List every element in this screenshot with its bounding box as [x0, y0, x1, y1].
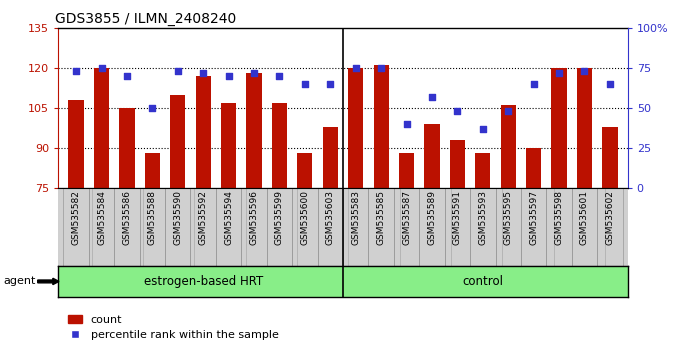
- Text: GSM535595: GSM535595: [504, 190, 512, 245]
- Text: estrogen-based HRT: estrogen-based HRT: [143, 275, 263, 288]
- Text: GSM535592: GSM535592: [199, 190, 208, 245]
- Bar: [521, 188, 546, 266]
- Bar: [119, 108, 134, 188]
- Bar: [445, 188, 470, 266]
- Bar: [373, 65, 389, 188]
- Bar: [577, 68, 592, 188]
- Bar: [221, 103, 236, 188]
- Bar: [63, 188, 88, 266]
- Bar: [94, 68, 109, 188]
- Point: [147, 105, 158, 111]
- Bar: [140, 188, 165, 266]
- Point: [604, 81, 615, 87]
- Point: [324, 81, 335, 87]
- Bar: [115, 188, 140, 266]
- Bar: [318, 188, 343, 266]
- Text: agent: agent: [3, 276, 36, 286]
- Bar: [571, 188, 598, 266]
- Text: GSM535585: GSM535585: [377, 190, 386, 245]
- Text: GSM535584: GSM535584: [97, 190, 106, 245]
- Point: [172, 69, 183, 74]
- Bar: [552, 68, 567, 188]
- Bar: [495, 188, 521, 266]
- Bar: [196, 76, 211, 188]
- Text: GSM535589: GSM535589: [427, 190, 436, 245]
- Bar: [241, 188, 267, 266]
- Bar: [343, 188, 368, 266]
- Point: [579, 69, 590, 74]
- Text: GSM535596: GSM535596: [250, 190, 259, 245]
- Point: [528, 81, 539, 87]
- Point: [503, 108, 514, 114]
- Text: control: control: [462, 275, 504, 288]
- Text: GSM535583: GSM535583: [351, 190, 360, 245]
- Text: GDS3855 / ILMN_2408240: GDS3855 / ILMN_2408240: [56, 12, 237, 26]
- Text: GSM535586: GSM535586: [122, 190, 132, 245]
- Text: GSM535600: GSM535600: [300, 190, 309, 245]
- Point: [427, 94, 438, 100]
- Text: GSM535590: GSM535590: [174, 190, 182, 245]
- Bar: [526, 148, 541, 188]
- Point: [96, 65, 107, 71]
- Legend: count, percentile rank within the sample: count, percentile rank within the sample: [64, 310, 283, 345]
- Text: GSM535598: GSM535598: [554, 190, 564, 245]
- Point: [351, 65, 362, 71]
- Bar: [348, 68, 364, 188]
- Bar: [69, 100, 84, 188]
- Bar: [602, 127, 617, 188]
- Bar: [368, 188, 394, 266]
- Point: [376, 65, 387, 71]
- Bar: [450, 140, 465, 188]
- Text: GSM535588: GSM535588: [148, 190, 157, 245]
- Point: [554, 70, 565, 76]
- Bar: [165, 188, 191, 266]
- Text: GSM535597: GSM535597: [529, 190, 538, 245]
- Bar: [267, 188, 292, 266]
- Bar: [216, 188, 241, 266]
- Text: GSM535591: GSM535591: [453, 190, 462, 245]
- Bar: [191, 188, 216, 266]
- Text: GSM535594: GSM535594: [224, 190, 233, 245]
- Text: GSM535593: GSM535593: [478, 190, 487, 245]
- Point: [223, 73, 234, 79]
- Bar: [394, 188, 419, 266]
- Bar: [246, 74, 261, 188]
- Text: GSM535599: GSM535599: [275, 190, 284, 245]
- Point: [71, 69, 82, 74]
- Bar: [546, 188, 571, 266]
- Bar: [399, 153, 414, 188]
- Bar: [297, 153, 313, 188]
- Point: [198, 70, 209, 76]
- Bar: [292, 188, 318, 266]
- Bar: [145, 153, 160, 188]
- Point: [248, 70, 259, 76]
- Point: [401, 121, 412, 127]
- Bar: [598, 188, 623, 266]
- Bar: [272, 103, 287, 188]
- Text: GSM535603: GSM535603: [326, 190, 335, 245]
- Point: [274, 73, 285, 79]
- Bar: [419, 188, 445, 266]
- Text: GSM535587: GSM535587: [402, 190, 411, 245]
- Bar: [425, 124, 440, 188]
- Bar: [501, 105, 516, 188]
- Text: GSM535602: GSM535602: [606, 190, 615, 245]
- Point: [121, 73, 132, 79]
- Bar: [88, 188, 115, 266]
- Bar: [322, 127, 338, 188]
- Bar: [475, 153, 490, 188]
- Text: GSM535582: GSM535582: [71, 190, 80, 245]
- Point: [477, 126, 488, 132]
- Bar: [470, 188, 495, 266]
- Text: GSM535601: GSM535601: [580, 190, 589, 245]
- Point: [299, 81, 310, 87]
- Point: [452, 108, 463, 114]
- Bar: [170, 95, 185, 188]
